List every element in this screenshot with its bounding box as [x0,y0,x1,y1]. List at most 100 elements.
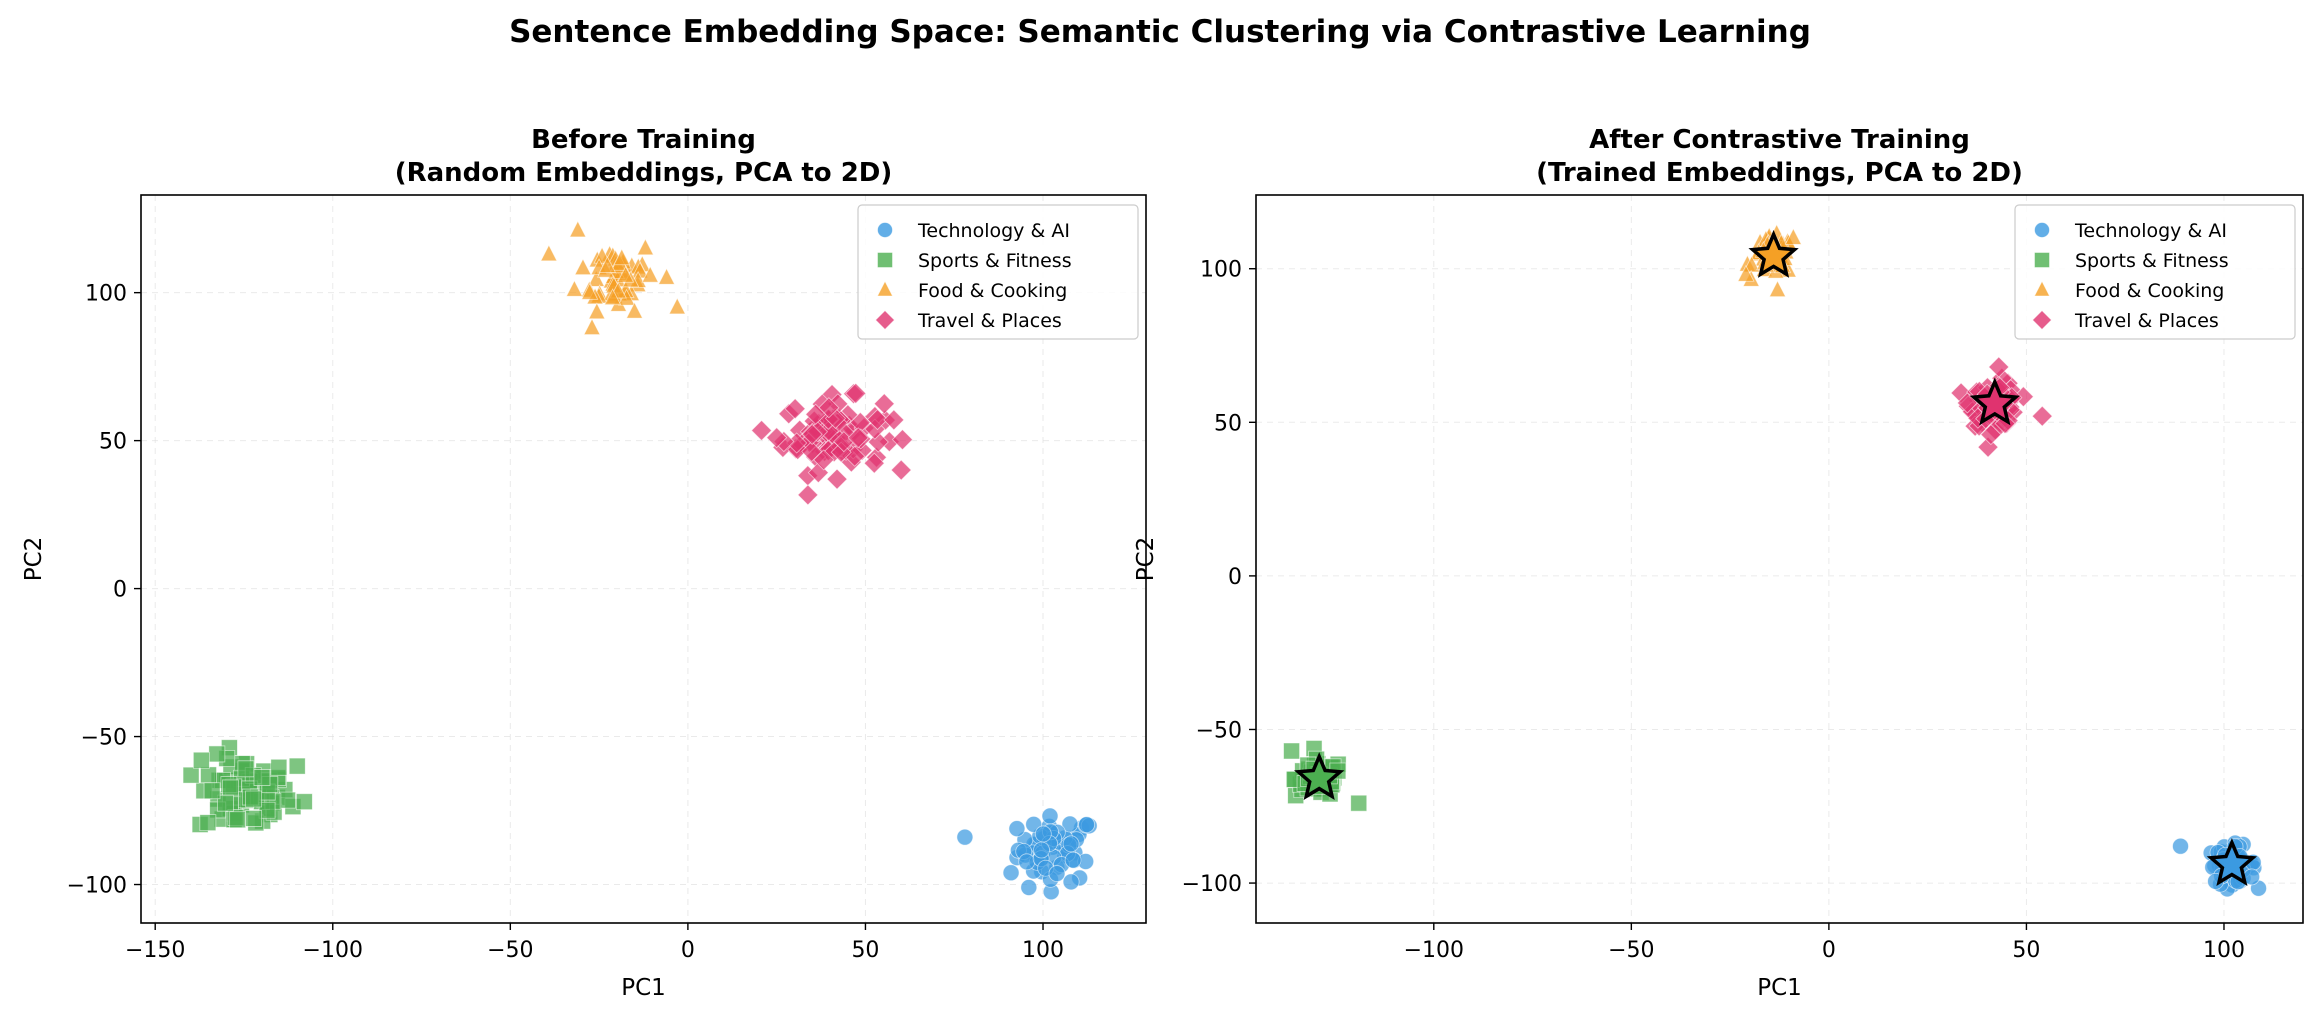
data-point [1350,794,1368,812]
panel-title-line2: (Random Embeddings, PCA to 2D) [395,158,893,188]
data-point [1008,820,1026,838]
legend-label: Travel & Places [917,310,1062,332]
legend-marker [877,222,893,238]
legend: Technology & AI Sports & Fitness Food & Co… [857,204,1139,340]
y-axis-label: PC2 [21,537,47,582]
legend-marker [877,252,893,268]
x-tick-label: 50 [2012,938,2040,963]
data-point [200,766,217,784]
data-point [1048,865,1066,882]
legend-label: Food & Cooking [918,280,1067,302]
data-point [1768,280,1787,298]
panel-title-line1: After Contrastive Training [1589,125,1970,155]
data-point [1062,835,1080,853]
data-point [192,751,210,769]
centroid-star-marker [2206,838,2258,887]
x-tick-label: 0 [1822,938,1836,963]
data-point [1078,816,1096,834]
y-tick-label: 0 [1228,565,1242,590]
data-point [801,440,823,463]
data-point [237,760,255,778]
data-point [253,769,271,786]
axes-frame [140,194,1147,924]
data-point [588,302,606,320]
data-point [208,745,226,763]
data-point [288,757,306,775]
data-point [540,244,558,262]
legend-box [857,204,1139,340]
y-tick-label: 100 [1200,258,1242,283]
data-point [636,238,655,256]
legend-label: Food & Cooking [2075,280,2224,302]
data-point [784,398,806,420]
data-point [279,791,296,809]
data-point [245,790,262,808]
legend-marker [2032,310,2052,330]
x-tick-label: −50 [1608,938,1654,963]
y-tick-label: −50 [81,726,127,751]
centroid-star-marker [1748,229,1799,278]
data-point [1988,356,2010,378]
data-point [826,468,848,490]
legend-box [2014,204,2296,340]
data-point [565,279,584,297]
data-point [1033,841,1050,859]
data-point [603,288,622,306]
data-point [583,318,601,335]
data-point [807,462,829,484]
y-tick-label: 0 [113,578,127,603]
data-point [813,449,835,471]
data-point [1956,392,1978,414]
data-point [1980,424,2002,446]
data-point [569,220,587,238]
data-point [1064,851,1082,869]
data-point [863,452,885,474]
data-point [873,393,895,415]
data-point [801,423,823,446]
legend-label: Technology & AI [917,220,1070,242]
centroid-star-marker [1294,752,1345,801]
y-tick-label: 50 [1214,411,1242,436]
data-point [229,811,247,829]
legend-label: Sports & Fitness [918,250,1072,272]
panels: Before Training(Random Embeddings, PCA t… [21,125,2304,1001]
data-point [657,267,676,285]
data-point [598,256,617,273]
data-point [270,758,288,776]
data-point [805,403,827,425]
data-point [890,459,912,481]
data-point [616,265,635,283]
x-tick-label: −100 [303,938,363,963]
legend-marker [875,310,895,330]
data-point [866,408,889,431]
data-point [797,484,819,506]
data-point [587,269,605,287]
panel-title-line1: Before Training [531,125,756,155]
data-point [625,301,644,319]
data-point [245,810,263,827]
data-point [2031,405,2053,427]
y-tick-label: −50 [1196,718,1242,743]
legend-marker [2034,252,2050,268]
data-point [956,828,974,846]
data-point [295,793,313,811]
y-axis-label: PC2 [1133,537,1159,582]
data-point [845,382,867,404]
y-tick-label: −100 [67,874,127,899]
data-point [199,814,217,832]
legend-label: Sports & Fitness [2075,250,2229,272]
data-point [668,297,686,315]
data-point [1283,742,1300,760]
data-point [574,258,592,276]
data-point [891,429,914,451]
data-point [1062,873,1080,891]
x-tick-label: −50 [487,938,533,963]
legend-label: Travel & Places [2074,310,2219,332]
series-travel-places [750,382,914,506]
legend-marker [876,280,894,297]
series-food-cooking [540,220,686,335]
legend: Technology & AI Sports & Fitness Food & Co… [2014,204,2296,340]
data-point [1018,853,1036,871]
